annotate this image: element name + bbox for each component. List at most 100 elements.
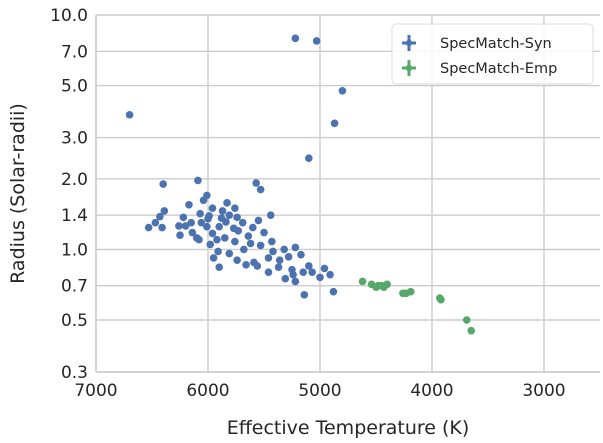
data-point <box>266 211 275 219</box>
data-point <box>213 235 221 244</box>
data-point <box>264 268 273 276</box>
data-point <box>338 86 347 95</box>
data-point <box>221 234 229 242</box>
x-axis-label: Effective Temperature (K) <box>227 417 470 439</box>
data-point <box>203 222 211 231</box>
y-tick-label: 1.0 <box>61 240 88 260</box>
legend-label: SpecMatch-Emp <box>440 61 557 77</box>
data-point <box>269 247 277 256</box>
data-point <box>291 277 300 286</box>
data-point <box>225 249 234 258</box>
data-point <box>231 237 239 246</box>
data-point <box>297 250 305 259</box>
data-point <box>254 216 263 225</box>
data-point <box>160 207 169 215</box>
data-point <box>256 185 265 194</box>
data-point <box>215 263 223 271</box>
data-point <box>234 227 243 235</box>
y-axis-ticks: 0.3 0.5 0.7 1.0 1.4 2.0 3.0 5.0 7.0 10.0 <box>50 6 88 383</box>
data-point <box>316 273 324 282</box>
data-point <box>300 291 309 299</box>
data-point <box>196 209 204 218</box>
data-point <box>305 154 313 162</box>
data-point <box>240 245 248 254</box>
data-point <box>179 213 188 222</box>
y-tick-label: 0.3 <box>61 363 88 383</box>
data-point <box>246 239 255 248</box>
data-point <box>383 280 392 289</box>
data-point <box>308 268 316 276</box>
data-points <box>125 34 476 335</box>
x-tick-label: 5000 <box>298 381 341 401</box>
data-point <box>197 218 206 227</box>
data-point <box>231 204 239 212</box>
data-point <box>284 253 293 261</box>
data-point <box>406 287 415 296</box>
legend-box <box>391 23 594 85</box>
data-point <box>312 37 321 45</box>
data-point <box>305 262 313 270</box>
data-point <box>260 228 268 237</box>
data-point <box>215 222 223 231</box>
data-point <box>249 223 257 232</box>
data-point <box>185 201 193 209</box>
data-point <box>222 218 230 226</box>
data-point <box>467 326 476 335</box>
legend-marker <box>402 35 416 51</box>
x-axis-ticks: 7000 6000 5000 4000 3000 <box>74 381 565 401</box>
data-point <box>159 180 167 188</box>
data-point <box>218 207 227 215</box>
data-point <box>291 243 300 252</box>
data-point <box>208 204 217 212</box>
data-point <box>264 254 273 262</box>
y-tick-label: 0.7 <box>61 277 88 297</box>
data-point <box>280 245 288 254</box>
data-point <box>175 222 183 230</box>
data-point <box>188 228 197 237</box>
data-point <box>253 262 262 270</box>
legend-marker <box>402 60 416 76</box>
data-point <box>158 223 166 232</box>
data-point <box>181 222 190 230</box>
data-point <box>274 263 283 271</box>
series-1 <box>358 277 476 335</box>
data-point <box>125 111 134 119</box>
data-point <box>289 270 297 279</box>
data-point <box>268 237 276 246</box>
y-tick-label: 1.4 <box>61 206 88 226</box>
data-point <box>299 268 308 276</box>
data-point <box>214 247 222 256</box>
data-point <box>187 218 195 227</box>
data-point <box>252 179 260 187</box>
y-tick-label: 10.0 <box>50 6 88 26</box>
data-point <box>242 260 250 269</box>
legend-label: SpecMatch-Syn <box>440 36 552 52</box>
x-tick-label: 6000 <box>186 381 229 401</box>
data-point <box>326 270 334 279</box>
data-point <box>256 241 265 250</box>
y-tick-label: 7.0 <box>61 42 88 62</box>
data-point <box>151 218 160 227</box>
data-point <box>329 287 338 296</box>
data-point <box>144 223 153 232</box>
data-point <box>233 256 241 264</box>
data-point <box>194 176 202 185</box>
data-point <box>238 218 247 227</box>
data-point <box>320 264 329 273</box>
y-tick-label: 2.0 <box>61 170 88 190</box>
data-point <box>195 235 203 244</box>
data-point <box>199 196 208 205</box>
data-point <box>462 316 471 324</box>
data-point <box>281 274 290 283</box>
data-point <box>176 231 184 239</box>
x-tick-label: 3000 <box>522 381 565 401</box>
y-axis-label: Radius (Solar-radii) <box>7 103 29 284</box>
y-tick-label: 0.5 <box>61 311 88 331</box>
data-point <box>156 212 164 221</box>
axes-frame <box>95 15 600 373</box>
data-point <box>208 229 217 238</box>
series-0 <box>125 34 347 299</box>
y-tick-label: 5.0 <box>61 77 88 97</box>
data-point <box>330 119 339 128</box>
x-tick-label: 7000 <box>74 381 117 401</box>
